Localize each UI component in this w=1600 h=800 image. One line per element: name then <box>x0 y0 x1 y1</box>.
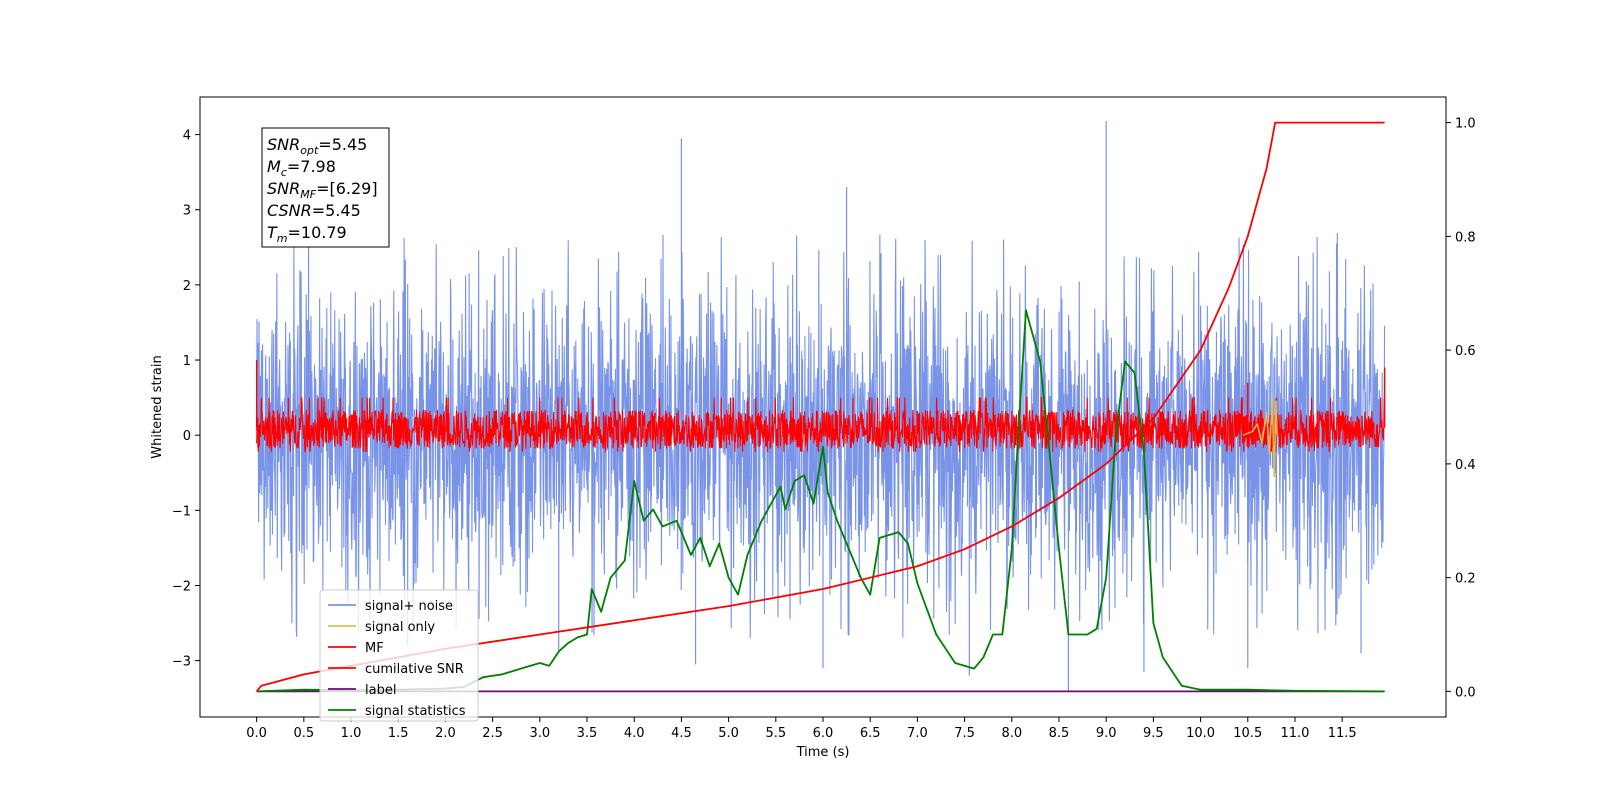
x-tick-label: 9.0 <box>1096 726 1117 741</box>
annotation-value: =7.98 <box>287 157 336 176</box>
signal-statistics-line <box>256 309 1385 693</box>
series-signal-noise <box>256 121 1386 693</box>
x-tick-label: 11.5 <box>1328 726 1357 741</box>
annotation-frame <box>261 127 390 248</box>
legend-entry: signal statistics <box>365 704 466 719</box>
annotation-value: =10.79 <box>288 223 347 242</box>
x-tick-label: 4.5 <box>671 726 692 741</box>
legend-entry: MF <box>365 641 384 656</box>
y-tick-label-right: 1.0 <box>1455 117 1476 132</box>
x-tick-label: 2.5 <box>482 726 503 741</box>
y-axis-right: 0.0 0.2 0.4 0.6 0.8 1.0 <box>1446 117 1476 700</box>
y-tick-label-left: 0 <box>183 429 191 444</box>
legend-entry: cumilative SNR <box>365 662 464 677</box>
annotation-line: Tm=10.79 <box>267 223 347 245</box>
y-tick-label-right: 0.6 <box>1455 344 1476 359</box>
x-tick-label: 0.0 <box>246 726 267 741</box>
annotation-base: M <box>267 157 281 176</box>
legend-entry: signal only <box>365 620 435 635</box>
annotation-value: =5.45 <box>318 135 367 154</box>
mf-line <box>256 397 1386 453</box>
annotation-sub: m <box>277 232 288 245</box>
y-tick-label-left: 4 <box>183 129 191 144</box>
y-tick-label-left: −3 <box>172 655 191 670</box>
y-axis-left: −3 −2 −1 0 1 2 3 4 <box>172 129 200 670</box>
x-tick-label: 8.5 <box>1049 726 1070 741</box>
x-tick-label: 6.0 <box>813 726 834 741</box>
x-tick-label: 2.0 <box>435 726 456 741</box>
legend-entry: label <box>365 683 396 698</box>
x-tick-label: 4.0 <box>624 726 645 741</box>
y-tick-label-left: −2 <box>172 579 191 594</box>
x-tick-label: 0.5 <box>293 726 314 741</box>
y-tick-label-left: −1 <box>172 504 191 519</box>
x-tick-label: 5.5 <box>765 726 786 741</box>
y-tick-label-right: 0.0 <box>1455 685 1476 700</box>
x-tick-label: 10.0 <box>1186 726 1215 741</box>
annotation-value: =[6.29] <box>316 179 378 198</box>
annotation-line: SNRopt=5.45 <box>267 135 367 157</box>
annotation-base: CSNR <box>267 201 312 220</box>
legend-frame <box>319 589 479 722</box>
x-tick-label: 11.0 <box>1280 726 1309 741</box>
x-tick-label: 6.5 <box>860 726 881 741</box>
annotation-line: SNRMF=[6.29] <box>267 179 378 201</box>
x-tick-label: 1.5 <box>388 726 409 741</box>
annotation-value: =5.45 <box>312 201 361 220</box>
annotation-sub: opt <box>300 144 319 157</box>
y-tick-label-right: 0.4 <box>1455 458 1476 473</box>
y-tick-label-right: 0.2 <box>1455 572 1476 587</box>
x-tick-label: 10.5 <box>1233 726 1262 741</box>
series-mf <box>255 360 1386 453</box>
x-tick-label: 9.5 <box>1143 726 1164 741</box>
annotation-base: SNR <box>267 179 300 198</box>
annotation-base: T <box>267 223 278 242</box>
annotation-box: SNRopt=5.45Mc=7.98SNRMF=[6.29]CSNR=5.45T… <box>261 127 390 248</box>
x-axis-label: Time (s) <box>796 745 850 760</box>
x-tick-label: 7.0 <box>907 726 928 741</box>
y-tick-label-left: 3 <box>183 204 191 219</box>
x-tick-label: 3.5 <box>577 726 598 741</box>
x-tick-label: 7.5 <box>954 726 975 741</box>
x-tick-label: 5.0 <box>718 726 739 741</box>
x-tick-label: 8.0 <box>1001 726 1022 741</box>
legend: signal+ noise signal only MF cumilative SNR… <box>319 589 479 722</box>
y-axis-label-left: Whitened strain <box>150 355 165 458</box>
x-tick-label: 1.0 <box>341 726 362 741</box>
y-tick-label-right: 0.8 <box>1455 230 1476 245</box>
annotation-base: SNR <box>267 135 300 154</box>
signal-noise-line <box>256 232 1386 638</box>
y-tick-label-left: 2 <box>183 279 191 294</box>
annotation-sub: c <box>281 166 287 179</box>
y-tick-label-left: 1 <box>183 354 191 369</box>
x-axis: 0.0 0.5 1.0 1.5 2.0 2.5 3.0 3.5 4.0 4.5 5.0 5.5 6.0 6… <box>246 717 1357 741</box>
annotation-line: Mc=7.98 <box>267 157 336 179</box>
annotation-line: CSNR=5.45 <box>267 201 361 220</box>
legend-entry: signal+ noise <box>365 599 453 614</box>
x-tick-label: 3.0 <box>529 726 550 741</box>
signal-only-line <box>1242 396 1278 478</box>
annotation-sub: MF <box>300 188 316 201</box>
